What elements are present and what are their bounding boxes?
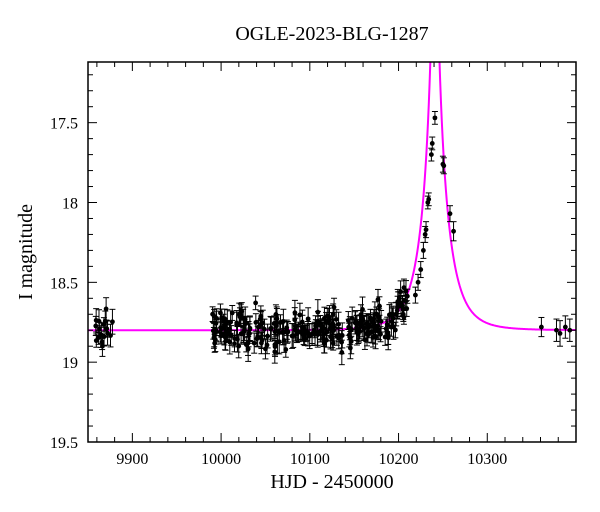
xtick-label: 10100 [290,451,330,468]
ytick-label: 18 [62,196,78,213]
ytick-label: 17.5 [50,116,78,133]
ytick-label: 19 [62,355,78,372]
y-axis-label: I magnitude [15,204,37,300]
x-axis-label: HJD - 2450000 [270,471,393,493]
xtick-label: 10300 [467,451,507,468]
ytick-label: 19.5 [50,435,78,452]
xtick-label: 9900 [116,451,148,468]
xtick-label: 10000 [201,451,241,468]
lightcurve-chart: 9900 10000 10100 10200 10300 17.5 18 18.5 19 19.5… [0,0,600,512]
ytick-label: 18.5 [50,275,78,292]
chart-title: OGLE-2023-BLG-1287 [235,23,428,45]
xtick-label: 10200 [379,451,419,468]
